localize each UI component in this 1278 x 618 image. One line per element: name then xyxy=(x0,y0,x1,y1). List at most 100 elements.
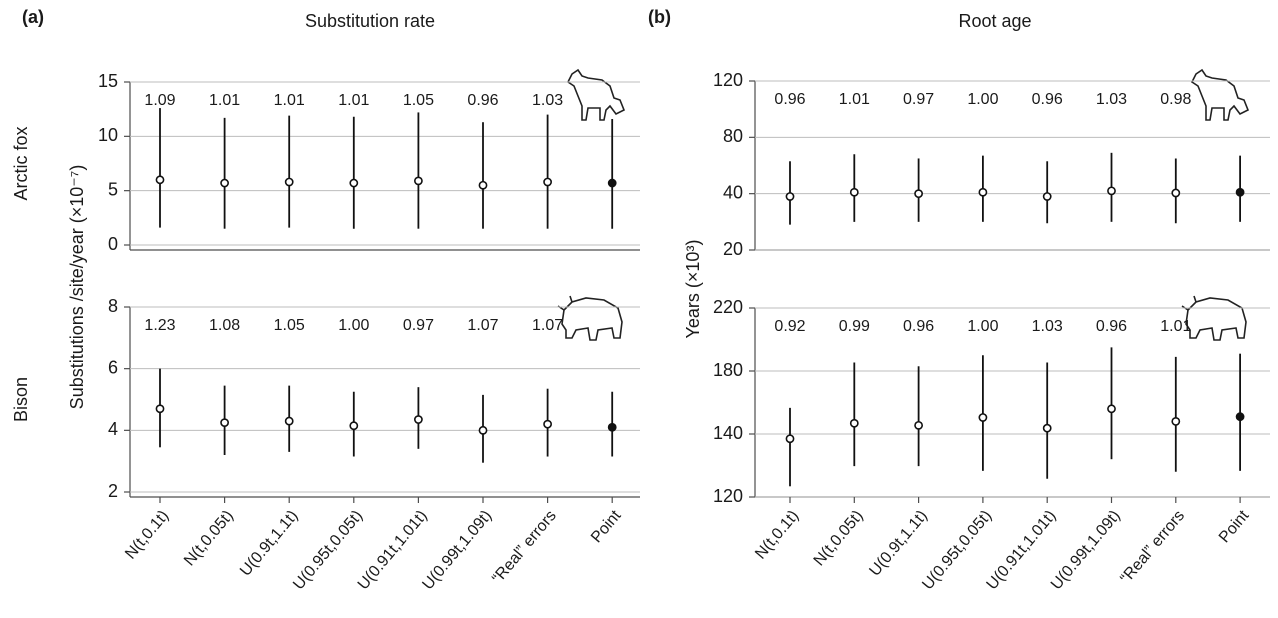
y-axis-label: Substitutions /site/year (×10⁻⁷) xyxy=(67,165,87,410)
x-tick-label: U(0.9t,1.1t) xyxy=(237,507,301,579)
y-tick-label: 10 xyxy=(98,125,118,145)
y-tick-label: 220 xyxy=(713,297,743,317)
y-tick-label: 140 xyxy=(713,423,743,443)
row-label: Bison xyxy=(11,377,31,422)
ratio-label: 1.05 xyxy=(403,92,434,109)
point xyxy=(1042,423,1052,433)
point xyxy=(1042,192,1052,201)
point xyxy=(849,187,859,197)
point xyxy=(914,420,923,430)
ratio-label: 0.98 xyxy=(1160,91,1191,108)
point xyxy=(349,178,359,188)
x-tick-label: Point xyxy=(588,507,625,546)
x-tick-label: U(0.91t,1.01t) xyxy=(984,507,1060,593)
point xyxy=(413,176,423,186)
panel-title: Substitution rate xyxy=(305,11,435,31)
point xyxy=(978,187,988,197)
x-tick-label: N(t,0.1t) xyxy=(752,507,802,562)
bison-icon xyxy=(557,295,623,341)
ratio-label: 1.03 xyxy=(1096,91,1127,108)
point xyxy=(284,416,294,426)
ratio-label: 1.07 xyxy=(467,317,498,334)
point xyxy=(785,192,795,201)
ratio-label: 0.96 xyxy=(467,92,498,109)
ratio-label: 1.03 xyxy=(532,92,563,109)
ratio-label: 0.96 xyxy=(774,91,805,108)
ratio-label: 1.01 xyxy=(274,92,305,109)
ratio-label: 0.97 xyxy=(403,317,434,334)
point xyxy=(543,419,552,429)
y-tick-label: 80 xyxy=(723,126,743,146)
ratio-label: 1.07 xyxy=(532,317,563,334)
x-tick-label: N(t,0.05t) xyxy=(811,507,867,569)
x-tick-label: U(0.99t,1.09t) xyxy=(419,507,495,593)
x-tick-label: Point xyxy=(1216,507,1253,546)
point xyxy=(284,177,294,187)
ratio-label: 1.01 xyxy=(839,91,870,108)
ratio-label: 1.01 xyxy=(1160,318,1191,335)
y-tick-label: 0 xyxy=(108,234,118,254)
ratio-label: 1.03 xyxy=(1032,318,1063,335)
y-tick-label: 8 xyxy=(108,296,118,316)
point xyxy=(1235,412,1245,422)
y-tick-label: 2 xyxy=(108,481,118,501)
fox-icon xyxy=(566,68,626,121)
point xyxy=(349,421,359,431)
fox-icon xyxy=(1190,68,1250,121)
point xyxy=(978,413,988,422)
panel-title: Root age xyxy=(958,11,1031,31)
point xyxy=(607,178,617,188)
point xyxy=(785,434,795,444)
x-tick-label: N(t,0.05t) xyxy=(181,507,237,569)
y-axis-label: Years (×10³) xyxy=(683,240,703,339)
point xyxy=(478,425,488,435)
ratio-label: 1.01 xyxy=(209,92,240,109)
row-label: Arctic fox xyxy=(11,126,31,200)
point xyxy=(607,422,617,432)
point xyxy=(1235,187,1245,197)
point xyxy=(155,175,165,185)
x-tick-label: U(0.95t,0.05t) xyxy=(919,507,995,593)
y-tick-label: 4 xyxy=(108,419,118,439)
ratio-label: 0.99 xyxy=(839,318,870,335)
x-tick-label: U(0.95t,0.05t) xyxy=(290,507,366,593)
y-tick-label: 6 xyxy=(108,357,118,377)
bison-icon xyxy=(1181,295,1247,341)
point xyxy=(914,189,923,199)
point xyxy=(413,415,423,424)
y-tick-label: 5 xyxy=(108,179,118,199)
ratio-label: 0.97 xyxy=(903,91,934,108)
point xyxy=(220,178,229,188)
x-tick-label: U(0.99t,1.09t) xyxy=(1048,507,1124,593)
x-tick-label: “Real” errors xyxy=(489,507,560,587)
point xyxy=(1107,404,1116,414)
ratio-label: 1.00 xyxy=(338,317,369,334)
ratio-label: 1.00 xyxy=(967,318,998,335)
ratio-label: 0.96 xyxy=(903,318,934,335)
panel-label: (b) xyxy=(648,7,671,27)
ratio-label: 1.00 xyxy=(967,91,998,108)
ratio-label: 1.01 xyxy=(338,92,369,109)
point xyxy=(849,418,859,428)
point xyxy=(155,404,165,414)
panel-label: (a) xyxy=(22,7,44,27)
point xyxy=(220,418,229,428)
y-tick-label: 120 xyxy=(713,486,743,506)
x-tick-label: U(0.9t,1.1t) xyxy=(866,507,930,579)
ratio-label: 1.05 xyxy=(274,317,305,334)
ratio-label: 1.23 xyxy=(144,317,175,334)
x-tick-label: N(t,0.1t) xyxy=(122,507,172,562)
point xyxy=(1171,188,1181,198)
x-tick-label: U(0.91t,1.01t) xyxy=(355,507,431,593)
y-tick-label: 180 xyxy=(713,360,743,380)
y-tick-label: 120 xyxy=(713,70,743,90)
y-tick-label: 15 xyxy=(98,71,118,91)
x-tick-label: “Real” errors xyxy=(1117,507,1188,587)
y-tick-label: 40 xyxy=(723,182,743,202)
point xyxy=(1171,416,1181,426)
ratio-label: 0.92 xyxy=(774,318,805,335)
ratio-label: 1.08 xyxy=(209,317,240,334)
ratio-label: 0.96 xyxy=(1032,91,1063,108)
